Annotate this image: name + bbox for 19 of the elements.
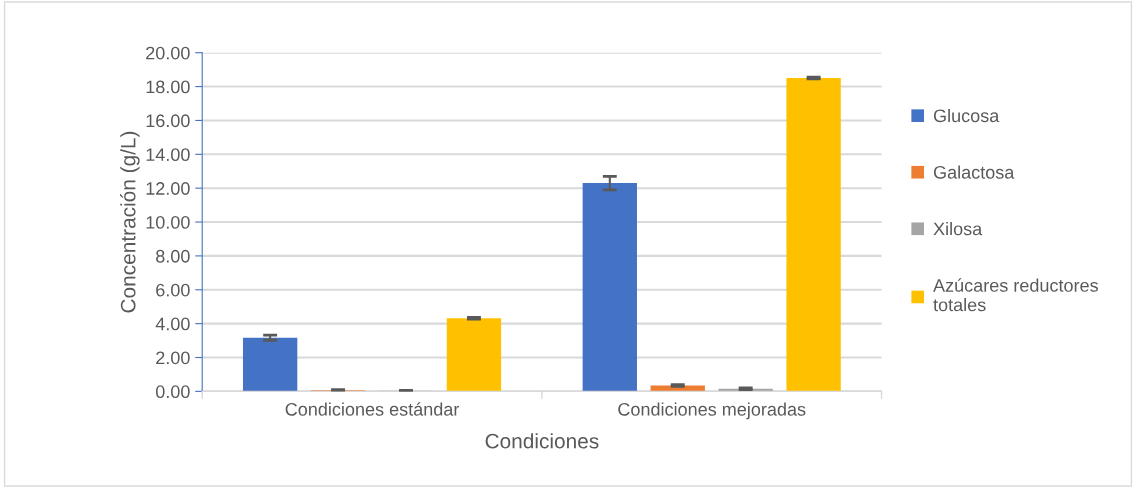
y-tick-label: 14.00	[146, 148, 190, 162]
y-tick-label: 0.00	[155, 385, 190, 399]
y-axis-title: Concentración (g/L)	[120, 131, 140, 313]
x-tick-label: Condiciones estándar	[285, 402, 460, 416]
legend-label: Azúcares reductores totales	[933, 278, 1098, 312]
x-axis-title: Condiciones	[485, 433, 599, 449]
y-tick-label: 6.00	[156, 283, 190, 297]
y-tick-label: 20.00	[146, 46, 190, 60]
y-tick-label: 10.00	[146, 215, 190, 229]
y-tick-label: 2.00	[156, 351, 190, 365]
legend-label: Galactosa	[933, 165, 1015, 179]
legend-label: Glucosa	[933, 108, 1000, 123]
x-tick-label: Condiciones mejoradas	[618, 402, 806, 420]
y-tick-label: 4.00	[155, 317, 190, 331]
y-tick-label: 12.00	[146, 182, 190, 195]
y-tick-label: 16.00	[146, 114, 190, 128]
y-tick-label: 8.00	[156, 249, 190, 263]
y-tick-label: 18.00	[146, 80, 190, 94]
legend-label: Xilosa	[933, 222, 983, 236]
